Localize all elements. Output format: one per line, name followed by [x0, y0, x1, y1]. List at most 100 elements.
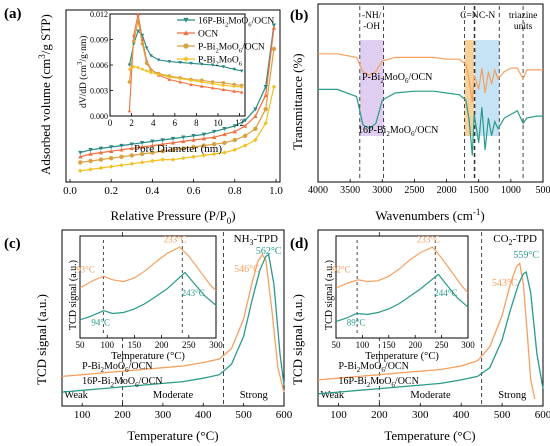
panel-b-series-label: P-Bi2MoO6/OCN	[362, 72, 432, 85]
inset-a-data-point	[136, 12, 140, 16]
inset-a-data-point	[131, 33, 136, 37]
inset-c-frame	[79, 235, 217, 339]
inset-c-series-lines	[79, 246, 217, 321]
panel-a-plot-frame	[65, 9, 281, 183]
panel-c-x-tick-label: 300	[155, 409, 172, 421]
inset-peak-label: 93°C	[76, 265, 95, 275]
name-part: /OCN	[252, 17, 275, 27]
panel-a-data-point	[271, 46, 277, 52]
panel-d-x-tick-label: 200	[371, 409, 388, 421]
panel-a-data-point	[263, 121, 268, 126]
inset-a-data-point	[144, 69, 149, 73]
panel-c-plot-frame	[61, 229, 285, 407]
panel-a-data-point	[271, 25, 277, 30]
region-label: Moderate	[153, 390, 194, 401]
inset-a-data-point	[178, 61, 182, 65]
name-part: 16P-Bi	[82, 376, 111, 387]
panel-a-data-point	[253, 126, 258, 131]
inset-a-data-point	[149, 54, 153, 58]
legend-marker	[183, 43, 189, 49]
name-part: MoO	[228, 17, 248, 27]
panel-d-x-tick-label: 600	[535, 409, 550, 421]
panel-d-plot-frame	[317, 229, 544, 407]
inset-a-y-tick-label: 0.003	[90, 87, 108, 96]
panel-c-series-lines	[61, 253, 285, 393]
inset-a-data-point	[127, 67, 132, 72]
inset-a-data-point	[127, 109, 132, 113]
inset-a-data-point	[167, 75, 172, 79]
inset-a-data-point	[200, 84, 204, 88]
name-part: P-Bi	[82, 361, 101, 372]
name-part: /OCN	[408, 72, 432, 83]
panel-a-data-point	[88, 167, 93, 172]
panel-a-series-markers	[78, 23, 277, 173]
panel-a-data-point	[150, 139, 155, 144]
name-part: 16P-Bi	[338, 376, 367, 387]
inset-a-data-point	[156, 58, 161, 62]
legend-label: P-Bi2MoO6	[198, 56, 243, 68]
panel-a-data-point	[109, 164, 114, 169]
name-part: /OCN	[385, 361, 409, 372]
inset-a-data-point	[144, 61, 149, 66]
peak-label: 546°C	[234, 264, 260, 275]
panel-b-plot-frame	[317, 3, 544, 183]
panel-a-data-point	[212, 142, 217, 147]
panel-a-data-point	[129, 142, 134, 147]
inset-a-data-point	[232, 89, 236, 93]
inset-c-x-tick-label: 200	[155, 340, 169, 350]
panel-b-series-line	[318, 88, 543, 156]
panel-d-x-axis-label: Temperature (°C)	[384, 428, 475, 443]
region-label: Weak	[64, 390, 88, 401]
inset-peak-label: 92°C	[332, 265, 351, 275]
panel-b-x-tick-label: 3000	[372, 185, 392, 196]
name-part: 2	[357, 366, 361, 374]
name-part: P-Bi	[198, 56, 216, 66]
panel-d-x-tick-label: 100	[330, 409, 347, 421]
panel-a-y-axis-label: Adsorbed volume (cm3/g STP)	[37, 14, 53, 175]
name-part: 2	[215, 48, 218, 55]
name-part: 2	[225, 22, 228, 29]
panel-a-series-line	[80, 25, 275, 154]
panel-d-x-tick-label: 400	[453, 409, 470, 421]
panel-a-data-point	[222, 127, 227, 131]
name-part: 6	[248, 22, 252, 29]
region-label: Moderate	[410, 390, 451, 401]
name-part: P-Bi	[198, 43, 216, 53]
panel-a-data-point	[222, 140, 227, 145]
inset-c-series-line	[79, 246, 217, 292]
inset-peak-label: 89°C	[347, 317, 366, 327]
panel-c-x-axis-label: Temperature (°C)	[127, 428, 218, 443]
panel-a-data-point	[271, 23, 277, 28]
panel-b-series-labels: P-Bi2MoO6/OCN 16P-Bi2MoO6/OCN	[358, 72, 438, 138]
inset-a-y-tick-label: 0.000	[90, 112, 108, 121]
inset-a-data-point	[149, 70, 153, 75]
panel-b-x-tick-label: 4000	[308, 185, 328, 196]
panel-a-x-axis-label: Relative Pressure (P/P0)	[110, 208, 235, 226]
inset-a-data-point	[131, 39, 136, 43]
name-part: MoO	[384, 72, 405, 83]
panel-a-x-tick-label: 0.6	[187, 185, 201, 197]
inset-d-x-tick-label: 250	[435, 340, 449, 350]
panel-c-y-axis-label: TCD signal (a.u.)	[34, 294, 49, 385]
inset-d-x-tick-label: 150	[382, 340, 396, 350]
panel-a-data-point	[201, 153, 207, 158]
name-part: MoO	[114, 376, 135, 387]
inset-a-data-point	[140, 37, 145, 41]
panel-b-series-label: 16P-Bi2MoO6/OCN	[358, 125, 438, 138]
inset-peak-label: 243°C	[182, 288, 205, 298]
panel-a-data-point	[212, 129, 217, 134]
panel-c-x-tick-label: 400	[195, 409, 212, 421]
panel-a-data-point	[139, 151, 145, 157]
panel-b-x-axis-label: Wavenumbers (cm-1)	[375, 207, 484, 223]
inset-a-data-point	[221, 81, 226, 85]
panel-d-inset: 50 100 150 200 250 300 92°C 89°C 233°C 244°C Tem…	[324, 235, 475, 362]
legend-marker	[183, 56, 189, 62]
inset-a-y-axis-label: dV/dD (cm3/g·nm)	[76, 36, 89, 108]
inset-a-data-point	[232, 67, 236, 72]
panel-a-data-point	[263, 85, 268, 89]
panel-a-data-point	[109, 149, 114, 153]
